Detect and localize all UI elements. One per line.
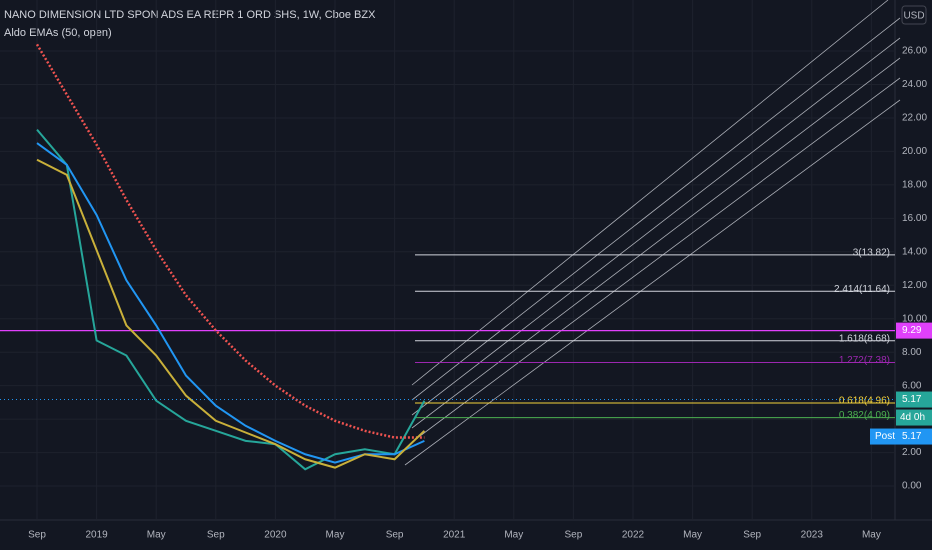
gann-fan (404, 0, 901, 466)
currency-label[interactable]: USD (903, 11, 924, 22)
x-tick-label: Sep (28, 530, 46, 541)
y-tick-label: 22.00 (902, 113, 927, 124)
x-tick-label: May (504, 530, 523, 541)
y-tick-label: 8.00 (902, 347, 922, 358)
fan-line (411, 37, 901, 416)
fib-label: 3(13.82) (853, 247, 890, 258)
x-tick-label: May (862, 530, 881, 541)
y-tick-label: 10.00 (902, 313, 927, 324)
x-tick-label: 2019 (85, 530, 108, 541)
fib-label: 2.414(11.64) (834, 284, 890, 295)
fib-label: 1.272(7.38) (839, 355, 890, 366)
last-price-label: 5.17 (902, 394, 922, 405)
fan-line (404, 99, 901, 466)
y-tick-label: 26.00 (902, 46, 927, 57)
x-tick-label: Sep (207, 530, 225, 541)
fan-line (411, 57, 901, 429)
series-line (36, 129, 426, 471)
y-tick-label: 16.00 (902, 213, 927, 224)
y-tick-label: 14.00 (902, 246, 927, 257)
fib-label: 0.382(4.09) (839, 410, 890, 421)
fib-label: 0.618(4.96) (839, 396, 890, 407)
x-tick-label: 2022 (622, 530, 645, 541)
x-tick-label: Sep (386, 530, 404, 541)
fan-line (411, 17, 901, 401)
fib-label: 1.618(8.68) (839, 333, 890, 344)
x-tick-label: May (683, 530, 702, 541)
x-tick-label: Sep (743, 530, 761, 541)
x-tick-label: May (326, 530, 345, 541)
fan-line (411, 77, 901, 443)
post-label: 5.17 (902, 431, 922, 442)
post-box (870, 428, 932, 445)
x-tick-label: 2023 (801, 530, 824, 541)
y-tick-label: 6.00 (902, 380, 922, 391)
hline-label-box (896, 322, 932, 339)
x-tick-label: May (147, 530, 166, 541)
countdown-label: 4d 0h (900, 412, 925, 423)
post-tag: Post (875, 431, 895, 442)
hline-label: 9.29 (902, 325, 922, 336)
x-tick-label: 2021 (443, 530, 466, 541)
x-tick-label: 2020 (264, 530, 287, 541)
y-tick-label: 12.00 (902, 280, 927, 291)
x-tick-label: Sep (565, 530, 583, 541)
chart-title: NANO DIMENSION LTD SPON ADS EA REPR 1 OR… (4, 9, 376, 21)
countdown-box (896, 409, 932, 426)
y-tick-label: 2.00 (902, 447, 922, 458)
fan-line (411, 0, 889, 386)
y-tick-label: 0.00 (902, 481, 922, 492)
y-tick-label: 20.00 (902, 146, 927, 157)
series-line (36, 158, 426, 469)
currency-box[interactable] (901, 5, 927, 25)
y-tick-label: 24.00 (902, 79, 927, 90)
y-tick-label: 18.00 (902, 180, 927, 191)
chart-subtitle: Aldo EMAs (50, open) (4, 27, 112, 39)
last-price-box (896, 391, 932, 408)
